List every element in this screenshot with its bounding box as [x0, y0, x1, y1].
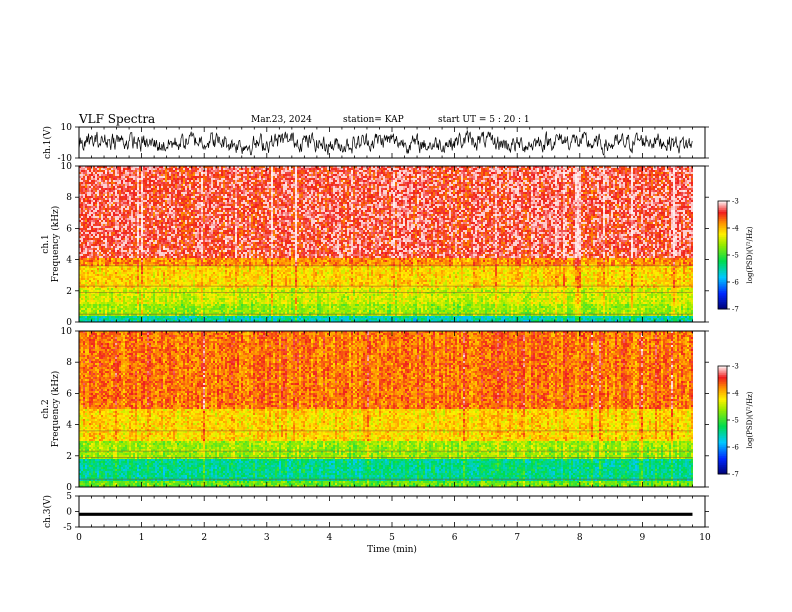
ch3-waveform-band: [79, 512, 693, 516]
colorbar-tick-label: -4: [732, 390, 739, 398]
x-tick-label: 1: [139, 533, 145, 543]
y-tick-label: 0: [66, 318, 72, 328]
y-axis-label: ch.3(V): [42, 495, 53, 528]
y-tick-label: 2: [66, 287, 72, 297]
y-tick-label: 4: [66, 256, 72, 266]
x-tick-label: 8: [577, 533, 583, 543]
colorbar: [718, 201, 727, 310]
y-tick-label: 10: [61, 162, 73, 172]
colorbar-tick-label: -6: [732, 444, 739, 452]
colorbar-tick-label: -7: [732, 471, 739, 479]
y-tick-label: 2: [66, 452, 72, 462]
y-tick-label: 0: [66, 508, 72, 518]
x-tick-label: 7: [514, 533, 520, 543]
spectrogram-ch1: [79, 166, 693, 322]
x-tick-label: 4: [327, 533, 333, 543]
channel-label: ch.2: [41, 399, 51, 418]
channel-label: ch.1: [41, 234, 51, 253]
y-tick-label: 10: [61, 123, 73, 133]
start-time-label: start UT = 5 : 20 : 1: [438, 115, 530, 125]
x-tick-label: 6: [452, 533, 458, 543]
colorbar-label: log(PSD)(V²/Hz): [746, 226, 754, 283]
colorbar-tick-label: -4: [732, 225, 739, 233]
y-tick-label: -5: [63, 523, 72, 533]
y-tick-label: -10: [58, 154, 73, 164]
y-tick-label: 0: [66, 483, 72, 493]
x-tick-label: 10: [699, 533, 711, 543]
date-label: Mar.23, 2024: [251, 115, 312, 125]
y-tick-label: 4: [66, 421, 72, 431]
y-tick-label: 5: [66, 492, 72, 502]
colorbar-tick-label: -3: [732, 363, 739, 371]
y-axis-label: ch.1(V): [42, 126, 53, 159]
y-tick-label: 6: [66, 389, 72, 399]
x-tick-label: 9: [640, 533, 646, 543]
colorbar-tick-label: -6: [732, 279, 739, 287]
x-tick-label: 3: [264, 533, 270, 543]
chart-title: VLF Spectra: [79, 112, 155, 126]
spectrogram-ch2: [79, 331, 693, 487]
colorbar-tick-label: -5: [732, 252, 739, 260]
colorbar-tick-label: -5: [732, 417, 739, 425]
colorbar-label: log(PSD)(V²/Hz): [746, 391, 754, 448]
y-tick-label: 6: [66, 224, 72, 234]
x-tick-label: 5: [389, 533, 395, 543]
colorbar-tick-label: -7: [732, 306, 739, 314]
x-axis-label: Time (min): [367, 544, 417, 555]
y-tick-label: 8: [66, 358, 72, 368]
y-tick-label: 8: [66, 193, 72, 203]
y-axis-label: Frequency (kHz): [50, 206, 61, 283]
y-tick-label: 10: [61, 327, 73, 337]
y-axis-label: Frequency (kHz): [50, 371, 61, 448]
ch1-waveform-line: [78, 129, 693, 156]
colorbar-tick-label: -3: [732, 198, 739, 206]
x-tick-label: 0: [76, 533, 82, 543]
x-tick-label: 2: [201, 533, 207, 543]
colorbar: [718, 366, 727, 475]
station-label: station= KAP: [343, 115, 404, 125]
